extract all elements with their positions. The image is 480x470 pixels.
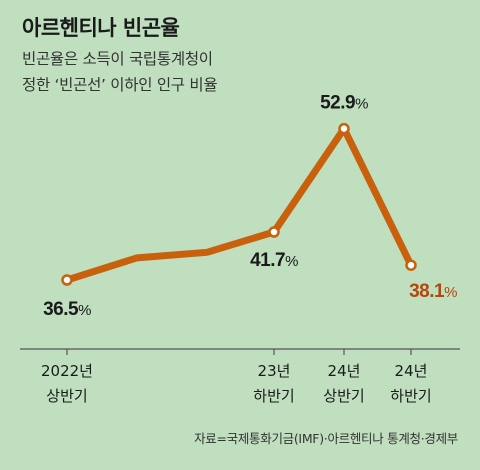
x-label-line2-0: 상반기	[46, 387, 87, 405]
data-point-0	[61, 274, 73, 286]
data-point-5	[405, 259, 417, 271]
data-label-0: 36.5%	[43, 299, 91, 320]
x-label-line1-3: 24년	[395, 362, 428, 380]
data-point-3	[268, 226, 280, 238]
subtitle-line-1: 빈곤율은 소득이 국립통계청이	[22, 50, 213, 68]
data-point-4	[338, 122, 350, 135]
data-label-3: 41.7%	[250, 250, 298, 271]
series-line	[63, 125, 415, 284]
x-label-line2-3: 하반기	[390, 387, 431, 405]
data-label-number-5: 38.1	[409, 281, 445, 302]
x-label-line1-0: 2022년	[41, 362, 93, 380]
chart-title: 아르헨티나 빈곤율	[22, 16, 180, 40]
data-label-unit-4: %	[355, 96, 368, 113]
data-label-unit-3: %	[285, 253, 298, 270]
subtitle-line-2: 정한 ‘빈곤선’ 이하인 인구 비율	[22, 76, 218, 94]
data-label-number-4: 52.9	[320, 93, 355, 114]
x-label-line1-1: 23년	[258, 362, 291, 380]
data-label-number-3: 41.7	[250, 250, 285, 271]
x-label-line1-2: 24년	[328, 362, 361, 380]
data-label-4: 52.9%	[320, 93, 368, 114]
source-note: 자료=국제통화기금(IMF)·아르헨티나 통계청·경제부	[194, 431, 458, 446]
data-label-unit-5: %	[444, 284, 457, 301]
data-label-5: 38.1%	[409, 281, 457, 302]
x-label-line2-1: 하반기	[253, 387, 294, 405]
x-label-line2-2: 상반기	[323, 387, 364, 405]
data-label-unit-0: %	[78, 302, 91, 319]
data-label-number-0: 36.5	[43, 299, 79, 320]
chart-subtitle: 빈곤율은 소득이 국립통계청이 정한 ‘빈곤선’ 이하인 인구 비율	[22, 46, 218, 98]
